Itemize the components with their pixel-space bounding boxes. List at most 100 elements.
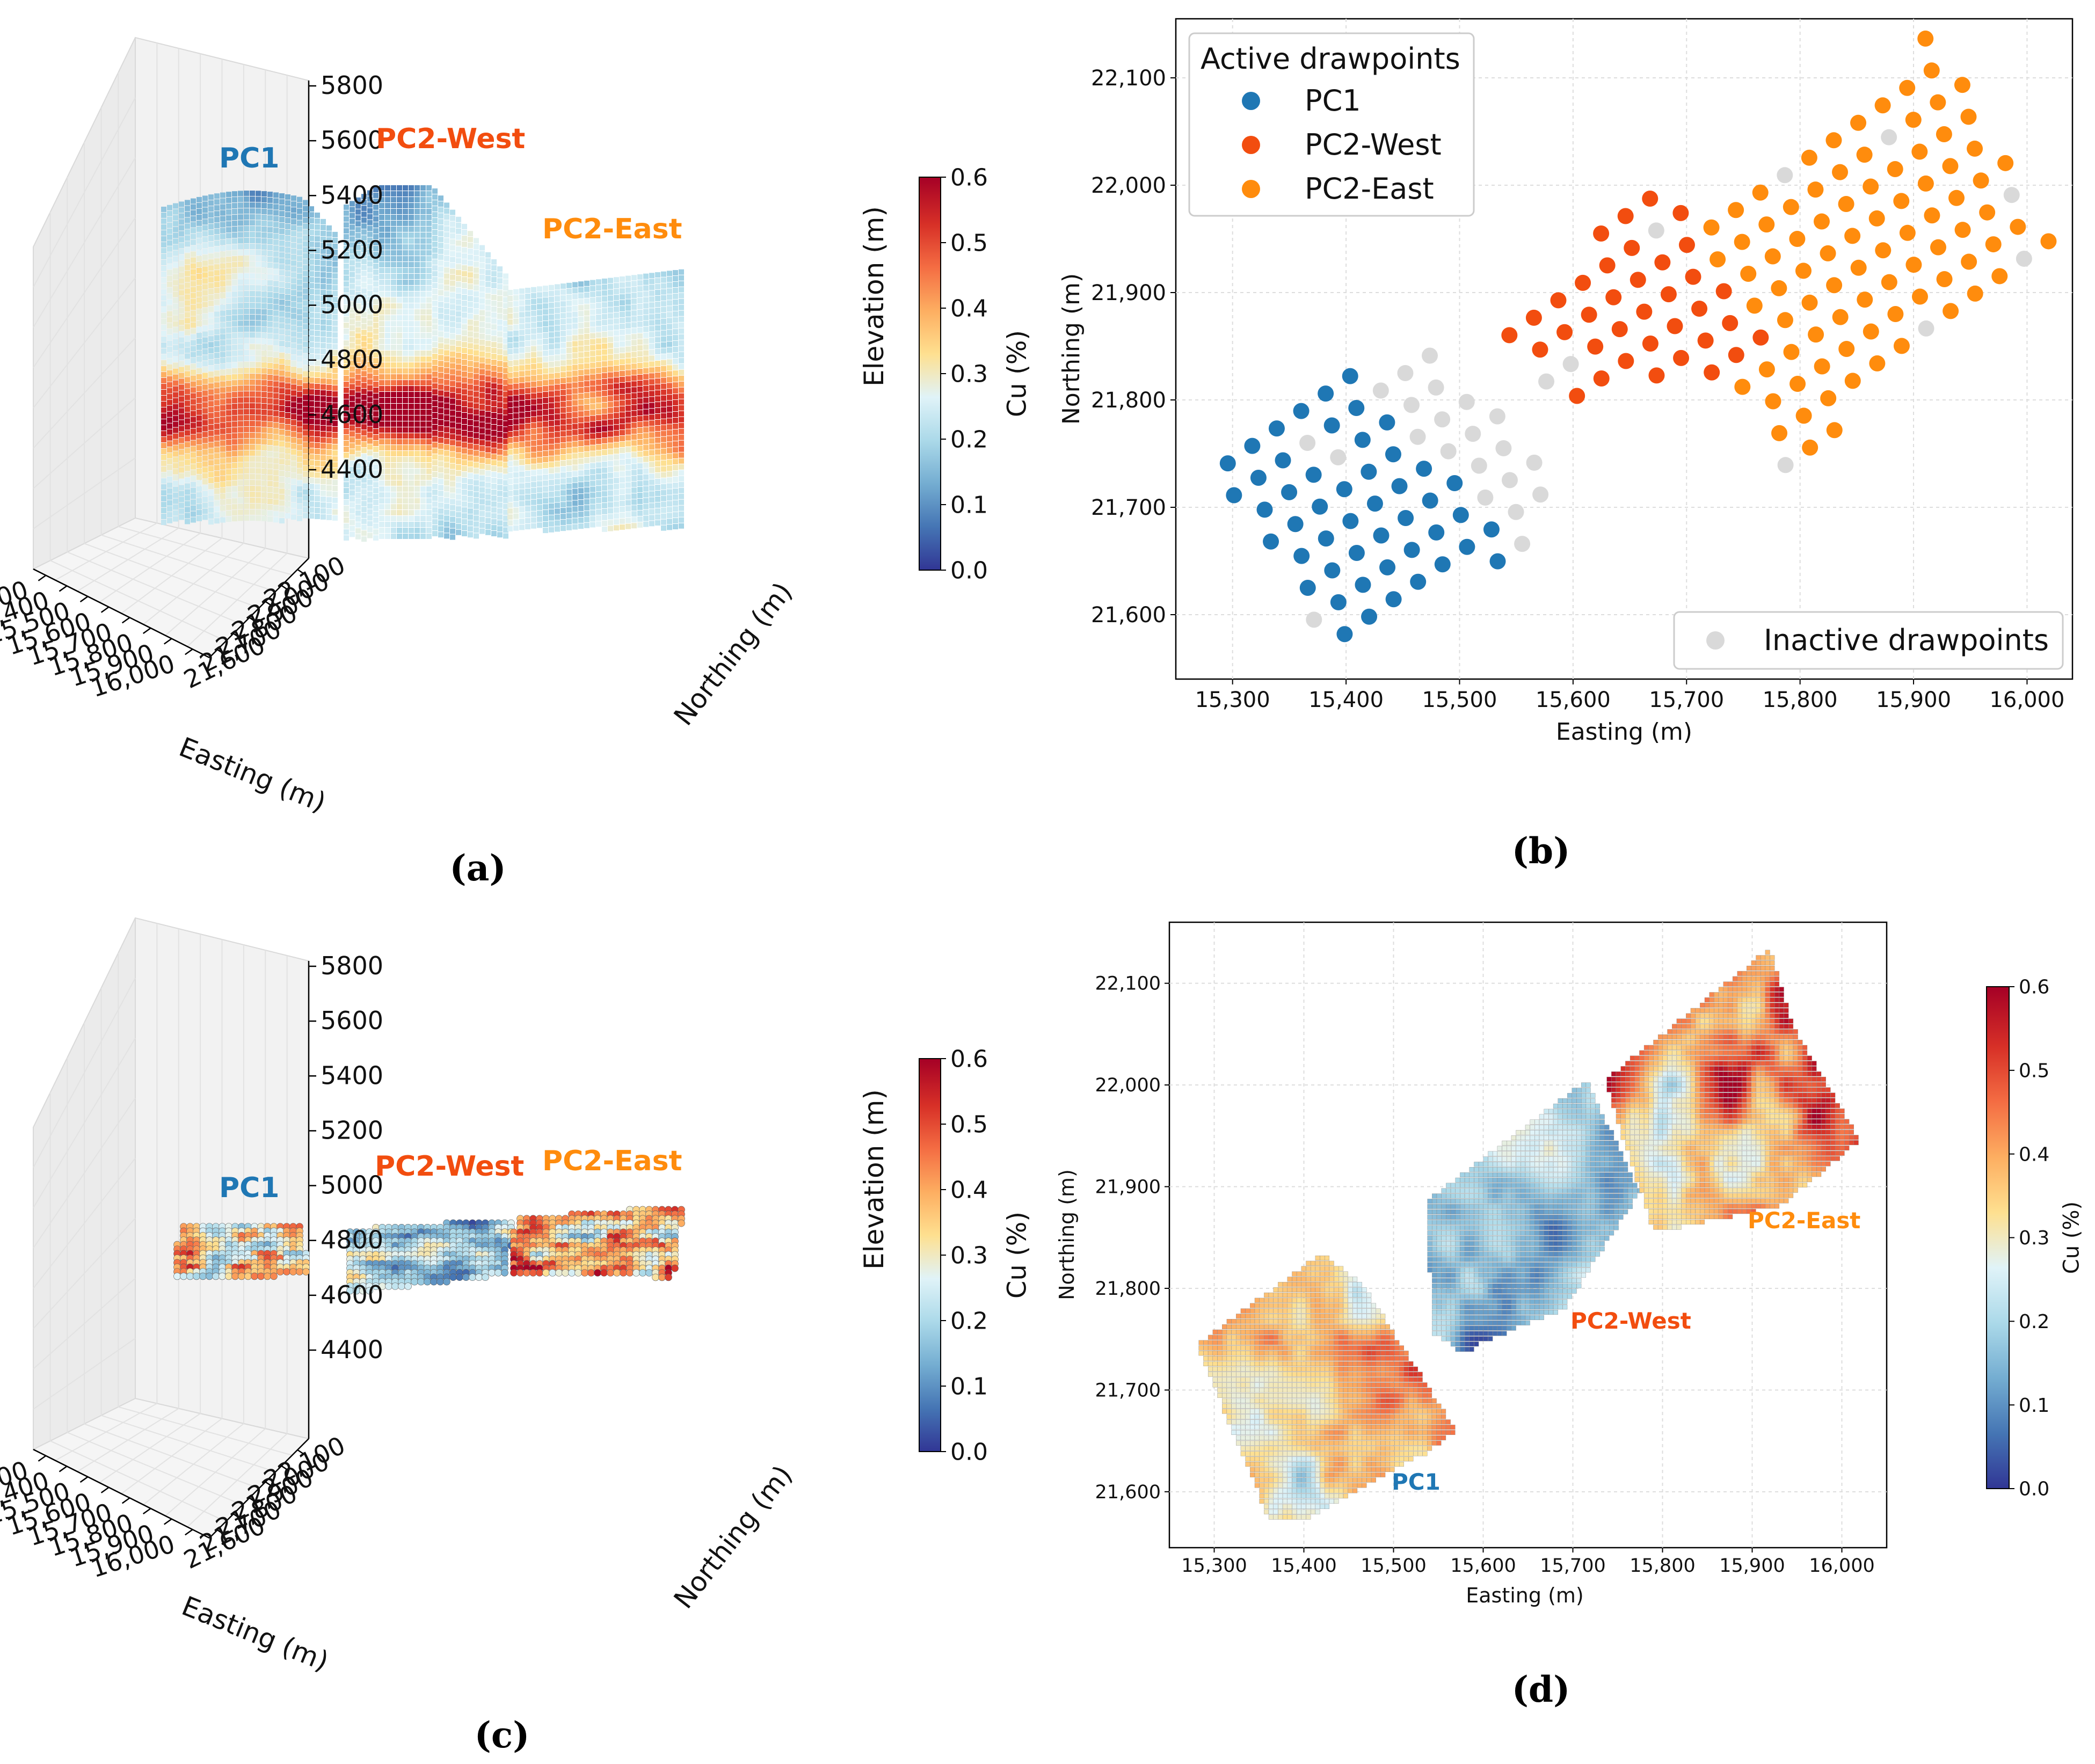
grade-block	[631, 470, 637, 476]
grade-block	[525, 435, 530, 441]
grade-block	[474, 338, 479, 344]
grade-block	[367, 414, 373, 420]
grade-block	[537, 505, 542, 511]
grade-block	[220, 482, 225, 487]
grade-block	[238, 492, 243, 498]
grade-block	[537, 451, 542, 457]
grade-block	[350, 283, 355, 289]
grade-block	[167, 482, 172, 488]
grade-block	[261, 262, 267, 268]
grade-block	[397, 392, 402, 397]
grade-block	[261, 469, 267, 475]
grade-block	[491, 460, 497, 465]
grade-block	[578, 458, 584, 464]
grade-block	[584, 469, 590, 475]
grade-block	[531, 358, 536, 363]
grade-block	[655, 343, 660, 348]
grade-block	[191, 482, 196, 487]
grade-block	[385, 232, 390, 238]
grade-block	[367, 290, 373, 296]
grade-block	[643, 498, 649, 504]
grade-block	[426, 480, 432, 486]
grade-block	[519, 418, 525, 424]
grade-block	[409, 297, 414, 303]
grade-block	[256, 238, 261, 244]
grade-block	[608, 402, 613, 407]
grade-block	[485, 523, 491, 529]
grade-block	[202, 331, 208, 337]
grade-block	[332, 485, 338, 491]
grade-block	[420, 185, 426, 191]
grade-block	[432, 188, 438, 194]
grade-block	[238, 391, 243, 397]
drawpoint-pc2-east	[1936, 126, 1952, 143]
grade-block	[444, 315, 449, 320]
grade-block	[332, 444, 338, 450]
grade-block	[519, 400, 525, 406]
grade-block	[238, 315, 243, 320]
grade-block	[315, 259, 320, 265]
grade-block	[214, 276, 220, 282]
grade-block	[185, 288, 190, 294]
drawpoint-pc2-west	[1587, 338, 1604, 355]
grade-block	[173, 303, 178, 309]
drawpoint-pc2-east	[2040, 233, 2057, 250]
grade-block	[367, 196, 373, 202]
grade-block	[373, 411, 379, 417]
grade-block	[590, 303, 595, 309]
grade-block	[462, 330, 467, 336]
grade-block	[267, 493, 273, 499]
grade-block	[420, 238, 426, 244]
grade-block	[191, 505, 196, 511]
grade-block	[590, 374, 595, 380]
grade-block	[479, 387, 485, 392]
easting-tick	[38, 574, 47, 581]
grade-block	[649, 290, 654, 296]
grade-block	[519, 330, 525, 336]
grade-block	[321, 425, 326, 431]
grade-block	[297, 350, 302, 356]
grade-block	[608, 437, 613, 443]
grade-block	[438, 514, 443, 520]
grade-block	[625, 382, 631, 388]
grade-block	[403, 469, 408, 474]
grade-block	[456, 293, 461, 299]
grade-block	[661, 442, 666, 448]
grade-block	[361, 530, 367, 536]
grade-block	[572, 518, 578, 524]
drawpoint-pc2-east	[1777, 312, 1793, 329]
grade-block	[167, 252, 172, 258]
grade-block	[450, 534, 455, 540]
grade-block	[385, 416, 390, 421]
grade-block	[385, 291, 390, 297]
grade-block	[291, 314, 296, 319]
grade-block	[261, 351, 267, 356]
grade-block	[479, 286, 485, 292]
grade-block	[590, 362, 595, 368]
grade-block	[578, 506, 584, 512]
grade-block	[261, 356, 267, 362]
grade-block	[450, 345, 455, 351]
grade-block	[238, 297, 243, 303]
grade-block	[426, 191, 432, 196]
drawpoint-pc2-east	[1954, 222, 1971, 238]
grade-block	[385, 250, 390, 256]
drawpoint-pc1	[1263, 533, 1279, 550]
grade-block	[409, 386, 414, 391]
grade-block	[578, 512, 584, 517]
grade-block	[468, 426, 473, 432]
grade-slab-point	[219, 1272, 226, 1280]
grade-block	[391, 333, 396, 338]
grade-block	[373, 500, 379, 505]
grade-block	[549, 468, 554, 473]
grade-block	[409, 333, 414, 338]
grade-block	[462, 448, 467, 454]
grade-block	[309, 472, 314, 478]
grade-block	[409, 232, 414, 238]
grade-block	[409, 309, 414, 315]
grade-block	[309, 336, 314, 342]
grade-block	[602, 396, 607, 402]
grade-block	[507, 438, 513, 443]
grade-block	[667, 353, 672, 359]
grade-block	[297, 415, 302, 421]
